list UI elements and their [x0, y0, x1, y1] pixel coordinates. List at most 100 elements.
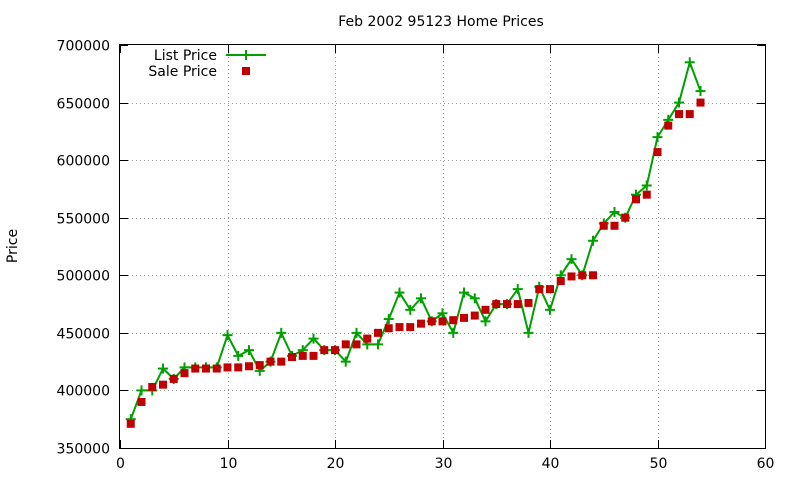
- series-list-price: [125, 57, 706, 425]
- sale-price-point: [223, 363, 232, 372]
- list-price-point: [158, 363, 168, 374]
- x-tick-label: 10: [220, 456, 238, 472]
- list-price-point: [340, 356, 351, 367]
- list-price-point: [136, 385, 147, 396]
- sale-price-point: [234, 363, 243, 372]
- list-price-point: [416, 293, 426, 304]
- legend-square-marker: [242, 67, 250, 75]
- sale-price-point: [664, 121, 673, 130]
- x-tick-label: 20: [327, 456, 345, 472]
- list-price-point: [459, 287, 469, 298]
- legend-label: List Price: [154, 48, 217, 64]
- sale-price-point: [148, 382, 157, 391]
- list-price-point: [351, 327, 362, 338]
- sale-price-point: [255, 361, 264, 370]
- list-price-point: [437, 308, 448, 319]
- sale-price-point: [288, 353, 296, 362]
- sale-price-point: [535, 285, 544, 294]
- y-tick-label: 600000: [57, 154, 110, 170]
- sale-price-point: [212, 364, 221, 373]
- sale-price-point: [632, 195, 640, 204]
- list-price-point: [641, 180, 652, 191]
- y-tick-label: 400000: [57, 384, 110, 400]
- list-price-point: [469, 293, 480, 304]
- sale-price-point: [427, 317, 436, 326]
- y-tick-label: 550000: [57, 212, 110, 228]
- sale-price-point: [481, 305, 490, 314]
- sale-price-point: [341, 340, 350, 349]
- sale-price-point: [460, 313, 468, 322]
- sale-price-point: [266, 357, 275, 366]
- y-tick-label: 350000: [57, 442, 110, 458]
- list-price-point: [652, 132, 663, 143]
- sale-price-point: [331, 346, 339, 355]
- list-price-point: [588, 235, 598, 246]
- list-price-point: [695, 86, 706, 97]
- sale-price-point: [277, 357, 286, 366]
- list-price-point: [244, 345, 254, 356]
- sale-price-point: [492, 300, 501, 309]
- sale-price-point: [159, 380, 167, 389]
- grid-lines: [120, 45, 765, 448]
- list-price-point: [674, 97, 684, 108]
- sale-price-point: [599, 221, 608, 230]
- legend-plus-marker: [241, 50, 251, 60]
- plot-series: [125, 57, 706, 428]
- sale-price-point: [137, 397, 146, 406]
- sale-price-point: [126, 419, 135, 428]
- sale-price-point: [621, 213, 630, 222]
- sale-price-point: [567, 272, 576, 281]
- y-tick-label: 700000: [57, 39, 110, 55]
- sale-price-point: [503, 300, 511, 309]
- sale-price-point: [374, 328, 382, 337]
- x-tick-label: 50: [650, 456, 668, 472]
- list-price-point: [609, 206, 620, 217]
- list-price-point: [684, 57, 695, 68]
- sale-price-point: [384, 324, 393, 333]
- list-price-point: [222, 330, 233, 341]
- sale-price-point: [524, 298, 533, 307]
- sale-price-point: [438, 317, 447, 326]
- sale-price-point: [675, 110, 683, 119]
- list-price-point: [545, 304, 555, 315]
- sale-price-point: [395, 323, 404, 332]
- sale-price-point: [406, 323, 415, 332]
- list-price-point: [523, 327, 534, 338]
- y-tick-label: 650000: [57, 97, 110, 113]
- list-price-point: [308, 333, 319, 344]
- sale-price-point: [449, 316, 458, 325]
- sale-price-point: [309, 351, 318, 360]
- list-price-point: [405, 304, 416, 315]
- x-tick-label: 30: [435, 456, 453, 472]
- sale-price-point: [202, 364, 210, 373]
- sale-price-point: [546, 285, 554, 294]
- legend-label: Sale Price: [148, 64, 217, 80]
- sale-price-point: [245, 362, 253, 371]
- sale-price-point: [363, 334, 372, 343]
- sale-price-point: [191, 364, 200, 373]
- sale-price-point: [298, 351, 307, 360]
- series-sale-price: [126, 98, 705, 428]
- list-price-point: [383, 314, 394, 325]
- plot-frame: [119, 44, 766, 449]
- sale-price-point: [470, 311, 479, 320]
- y-axis-label: Price: [5, 229, 21, 263]
- sale-price-point: [513, 300, 522, 309]
- list-price-point: [233, 350, 244, 361]
- list-price-point: [566, 254, 577, 265]
- list-price-point: [512, 284, 523, 295]
- sale-price-point: [696, 98, 705, 107]
- sale-price-point: [685, 110, 694, 119]
- sale-price-point: [642, 190, 651, 199]
- axis-ticks: 350000 400000 450000 500000 550000 600000 6500…: [57, 39, 775, 473]
- sale-price-point: [417, 319, 425, 328]
- sale-price-point: [556, 277, 565, 286]
- list-price-line: [129, 59, 702, 420]
- sale-price-point: [653, 148, 662, 157]
- list-price-point: [373, 339, 383, 350]
- sale-price-point: [169, 374, 178, 383]
- y-tick-label: 500000: [57, 269, 110, 285]
- x-tick-label: 0: [116, 456, 125, 472]
